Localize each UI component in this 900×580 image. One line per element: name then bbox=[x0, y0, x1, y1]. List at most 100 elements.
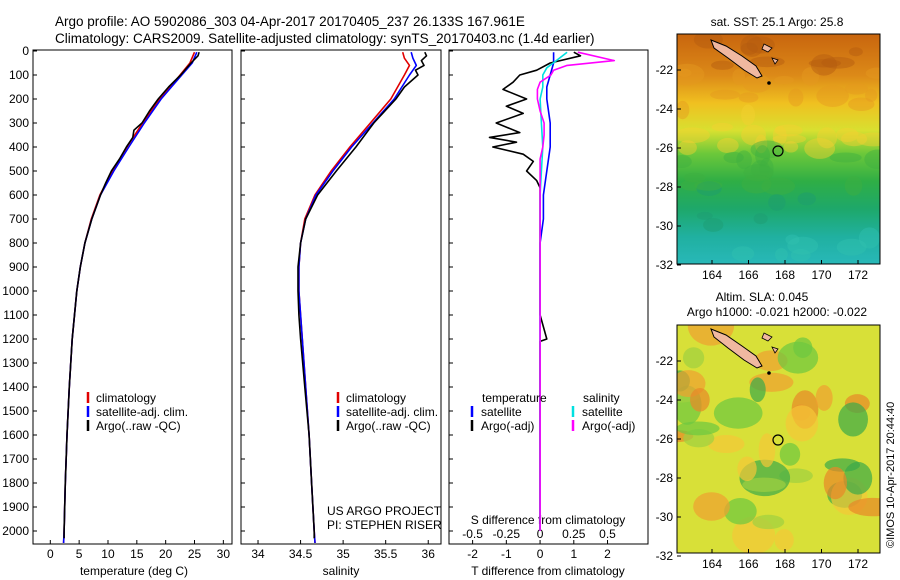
sst-texture-blob bbox=[723, 151, 744, 164]
x-tick-label: 25 bbox=[188, 547, 202, 561]
x-tick-label: 34.5 bbox=[289, 547, 313, 561]
x-tick-label: 0 bbox=[47, 547, 54, 561]
x-tick-label: 0 bbox=[537, 547, 544, 561]
salinity-argo-line bbox=[297, 51, 428, 539]
x-tick-label: 2 bbox=[604, 547, 611, 561]
header-line-2: Climatology: CARS2009. Satellite-adjuste… bbox=[55, 31, 595, 46]
sst-texture-blob bbox=[783, 141, 799, 153]
sst-texture-blob bbox=[865, 88, 878, 102]
sst-texture-blob bbox=[810, 54, 838, 76]
x-tick-label: 35 bbox=[336, 547, 350, 561]
sla-texture-blob bbox=[693, 492, 730, 521]
legend-climatology: climatology bbox=[96, 391, 156, 405]
difference-legend-temperature: temperature satellite Argo(-adj) bbox=[470, 391, 547, 433]
sst-texture-blob bbox=[696, 211, 713, 220]
lat-tick-label: -24 bbox=[656, 393, 674, 407]
lat-tick-label: -30 bbox=[656, 510, 674, 524]
s-diff-tick-label: -0.5 bbox=[462, 527, 483, 541]
sst-texture-blob bbox=[835, 127, 859, 143]
sst-texture-blob bbox=[785, 234, 800, 245]
sla-texture bbox=[677, 325, 880, 553]
profile-lines bbox=[62, 51, 616, 544]
depth-tick-label: 100 bbox=[9, 68, 29, 82]
sst-texture-blob bbox=[741, 124, 767, 146]
sla-texture-blob bbox=[742, 477, 786, 492]
sst-texture-blob bbox=[743, 164, 774, 182]
lat-tick-label: -26 bbox=[656, 432, 674, 446]
sst-texture-blob bbox=[788, 88, 804, 107]
salinity-climatology-line bbox=[298, 51, 411, 544]
temperature-legend: climatology satellite-adj. clim. Argo(..… bbox=[86, 391, 188, 433]
depth-tick-label: 1100 bbox=[3, 308, 29, 322]
sla-texture-blob bbox=[779, 442, 801, 466]
sst-texture-blob bbox=[816, 127, 838, 149]
t-diff-argo-line bbox=[488, 51, 582, 531]
sst-texture-blob bbox=[753, 213, 768, 225]
sst-map bbox=[677, 34, 880, 264]
s-diff-tick-label: 0 bbox=[537, 527, 544, 541]
sst-map-lon-ticks: 164 166 168 170 172 bbox=[702, 260, 868, 282]
sla-texture-blob bbox=[682, 347, 705, 369]
sst-texture-blob bbox=[677, 127, 710, 144]
sst-texture-blob bbox=[755, 145, 771, 166]
sst-texture-blob bbox=[680, 179, 705, 191]
depth-tick-label: 1600 bbox=[2, 428, 29, 442]
depth-tick-label: 2000 bbox=[2, 524, 29, 538]
x-tick-label: 35.5 bbox=[374, 547, 398, 561]
x-tick-label: 20 bbox=[159, 547, 173, 561]
sst-texture-blob bbox=[772, 125, 787, 147]
sst-texture-blob bbox=[750, 140, 784, 159]
x-tick-label: 10 bbox=[101, 547, 115, 561]
legend-satellite: satellite-adj. clim. bbox=[96, 405, 188, 419]
island-dot bbox=[767, 81, 771, 85]
legend-t-satellite: satellite bbox=[481, 405, 522, 419]
legend-salinity-title: salinity bbox=[583, 391, 620, 405]
argo-float-marker bbox=[772, 145, 784, 157]
sst-texture-blob bbox=[848, 97, 875, 112]
argo-float-marker bbox=[772, 434, 784, 446]
temperature-climatology-line bbox=[62, 51, 196, 544]
sla-texture-blob bbox=[774, 529, 794, 551]
sst-texture-blob bbox=[677, 63, 705, 86]
sst-texture-blob bbox=[694, 180, 723, 191]
sst-map-lat-ticks: -22 -24 -26 -28 -30 -32 bbox=[656, 63, 681, 272]
s-diff-argo-line bbox=[536, 51, 616, 531]
lon-tick-label: 172 bbox=[848, 557, 868, 571]
lon-tick-label: 168 bbox=[775, 268, 795, 282]
sla-texture-blob bbox=[677, 421, 720, 436]
x-tick-label: 34 bbox=[251, 547, 265, 561]
depth-tick-label: 300 bbox=[9, 116, 29, 130]
x-tick-label: -1 bbox=[501, 547, 512, 561]
sst-texture-blob bbox=[829, 152, 862, 163]
sst-texture-blob bbox=[742, 74, 772, 93]
sst-texture-blob bbox=[678, 140, 697, 156]
sst-texture-blob bbox=[816, 85, 849, 107]
lon-tick-label: 164 bbox=[702, 268, 722, 282]
sst-texture-blob bbox=[717, 137, 739, 154]
sla-texture-blob bbox=[848, 497, 880, 517]
depth-axis-ticks bbox=[33, 50, 453, 532]
sst-texture-blob bbox=[844, 83, 869, 95]
sla-texture-blob bbox=[785, 405, 819, 442]
temperature-x-ticks: 0 5 10 15 20 25 30 bbox=[47, 540, 230, 561]
sst-texture-blob bbox=[808, 59, 842, 68]
x-tick-label: 1 bbox=[570, 547, 577, 561]
sst-texture-blob bbox=[677, 68, 692, 77]
salinity-x-ticks: 34 34.5 35 35.5 36 bbox=[251, 540, 435, 561]
legend-climatology: climatology bbox=[346, 391, 406, 405]
sst-texture-blob bbox=[731, 246, 755, 262]
sla-texture-blob bbox=[777, 341, 819, 374]
sst-texture-blob bbox=[848, 47, 863, 57]
legend-s-satellite: satellite bbox=[582, 405, 623, 419]
s-diff-tick-label: 0.25 bbox=[562, 527, 586, 541]
lat-tick-label: -22 bbox=[656, 63, 674, 77]
sla-texture-blob bbox=[713, 397, 763, 429]
sla-map-subtitle: Argo h1000: -0.021 h2000: -0.022 bbox=[687, 305, 867, 319]
legend-s-argo: Argo(-adj) bbox=[582, 419, 635, 433]
sst-texture-blob bbox=[677, 155, 692, 169]
sst-texture-blob bbox=[759, 157, 774, 180]
x-tick-label: -2 bbox=[467, 547, 478, 561]
sst-texture-blob bbox=[836, 238, 867, 256]
sst-texture-blob bbox=[741, 174, 772, 194]
